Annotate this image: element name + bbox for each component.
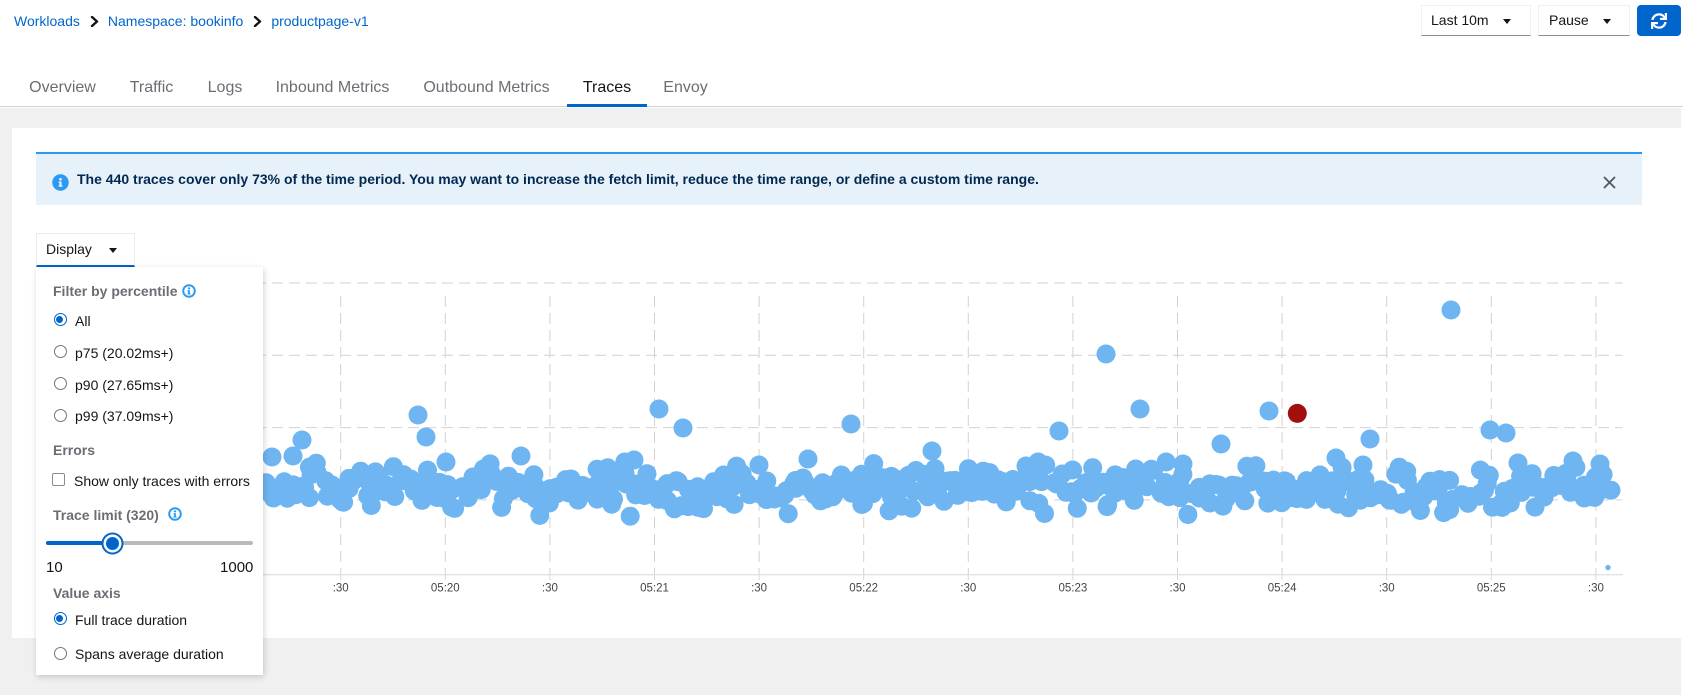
svg-text::30: :30 <box>1588 583 1604 595</box>
svg-text:05:21: 05:21 <box>640 583 669 595</box>
svg-text::30: :30 <box>1379 583 1395 595</box>
svg-text:05:24: 05:24 <box>1268 583 1297 595</box>
svg-text::30: :30 <box>1170 583 1186 595</box>
svg-text::30: :30 <box>751 583 767 595</box>
svg-text::30: :30 <box>333 583 349 595</box>
svg-text::30: :30 <box>542 583 558 595</box>
svg-text:05:22: 05:22 <box>849 583 878 595</box>
svg-text::30: :30 <box>960 583 976 595</box>
svg-text:05:20: 05:20 <box>431 583 460 595</box>
svg-text:05:25: 05:25 <box>1477 583 1506 595</box>
svg-text:05:23: 05:23 <box>1059 583 1088 595</box>
